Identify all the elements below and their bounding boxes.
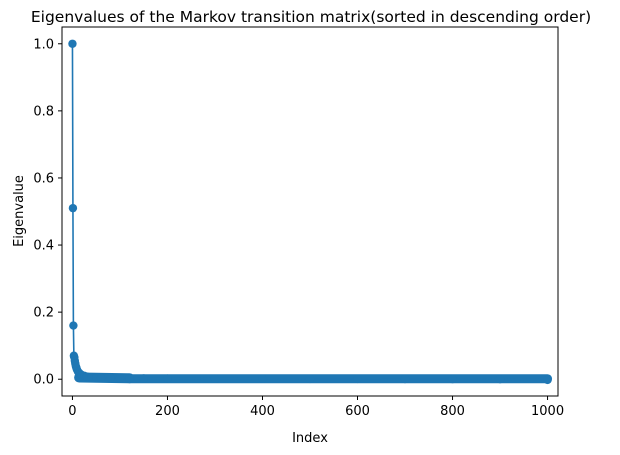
plot-area	[68, 39, 553, 385]
axes-frame	[61, 26, 559, 397]
data-point	[96, 373, 106, 382]
y-tick-label: 0.6	[33, 171, 54, 186]
x-axis: 0 200 400 600 800 1000	[68, 396, 564, 419]
y-tick-label: 0.0	[33, 373, 54, 388]
chart-title: Eigenvalues of the Markov transition mat…	[31, 8, 591, 26]
data-point	[210, 374, 220, 383]
data-point	[125, 374, 134, 383]
data-point	[163, 374, 172, 383]
data-point	[543, 375, 552, 385]
x-tick-label: 1000	[531, 404, 564, 419]
y-axis: 0.0 0.2 0.4 0.6 0.8 1.0	[33, 37, 62, 388]
data-point	[400, 374, 410, 384]
data-point	[258, 374, 267, 384]
data-point	[115, 373, 125, 383]
x-tick-label: 600	[345, 404, 370, 419]
x-tick-label: 200	[155, 404, 180, 419]
x-tick-label: 0	[68, 404, 76, 419]
y-tick-label: 0.8	[33, 104, 54, 119]
x-axis-label: Index	[292, 431, 328, 446]
data-point	[448, 374, 457, 384]
data-point	[305, 374, 315, 384]
data-point	[139, 374, 148, 383]
y-tick-label: 1.0	[33, 37, 54, 52]
data-point	[68, 39, 77, 48]
y-tick-label: 0.2	[33, 306, 54, 321]
x-tick-label: 800	[440, 404, 465, 419]
series-line	[71, 43, 548, 381]
data-point	[106, 373, 115, 383]
y-axis-label: Eigenvalue	[12, 175, 27, 247]
data-point	[69, 321, 78, 330]
y-tick-label: 0.4	[33, 239, 54, 254]
data-point	[353, 374, 362, 384]
x-tick-label: 400	[250, 404, 275, 419]
data-point	[68, 203, 78, 213]
data-point	[495, 374, 505, 384]
